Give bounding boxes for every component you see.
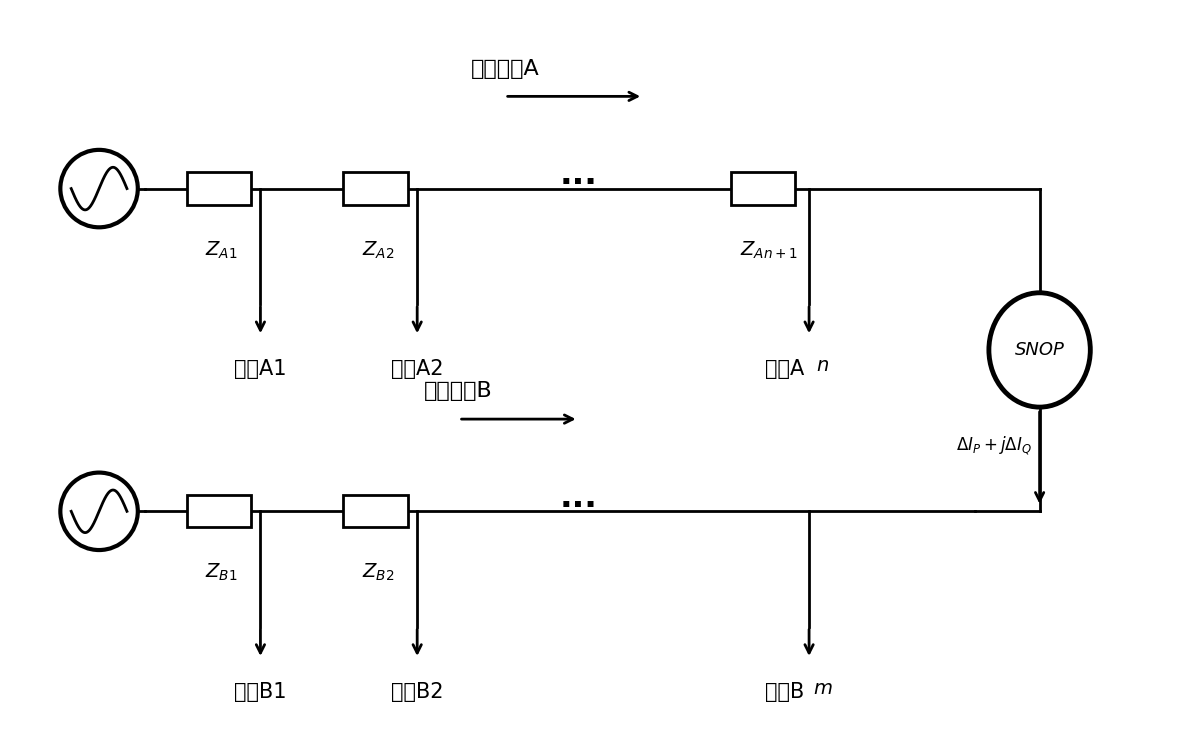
Bar (344, 172, 408, 204)
Text: 负荷B: 负荷B (765, 682, 805, 702)
Text: 负荷A: 负荷A (765, 359, 805, 379)
Bar (186, 495, 251, 527)
Text: $Z_{B2}$: $Z_{B2}$ (362, 562, 394, 583)
Text: $Z_{B1}$: $Z_{B1}$ (205, 562, 238, 583)
Text: $\Delta I_P + j\Delta I_Q$: $\Delta I_P + j\Delta I_Q$ (956, 434, 1033, 457)
Text: 交流系统A: 交流系统A (470, 59, 540, 79)
Text: $Z_{An+1}$: $Z_{An+1}$ (740, 239, 798, 260)
Text: $Z_{A1}$: $Z_{A1}$ (205, 239, 238, 260)
Text: ···: ··· (560, 167, 597, 201)
Text: 负荷A2: 负荷A2 (390, 359, 443, 379)
Text: ···: ··· (560, 490, 597, 523)
Text: 负荷B2: 负荷B2 (390, 682, 443, 702)
Text: 交流系统B: 交流系统B (424, 381, 493, 401)
Text: $m$: $m$ (813, 679, 832, 698)
Bar (186, 172, 251, 204)
Text: 负荷B1: 负荷B1 (234, 682, 287, 702)
Bar (344, 495, 408, 527)
Text: $Z_{A2}$: $Z_{A2}$ (362, 239, 394, 260)
Text: SNOP: SNOP (1015, 341, 1065, 359)
Text: $n$: $n$ (817, 357, 830, 375)
Text: 负荷A1: 负荷A1 (234, 359, 287, 379)
Bar (731, 172, 795, 204)
